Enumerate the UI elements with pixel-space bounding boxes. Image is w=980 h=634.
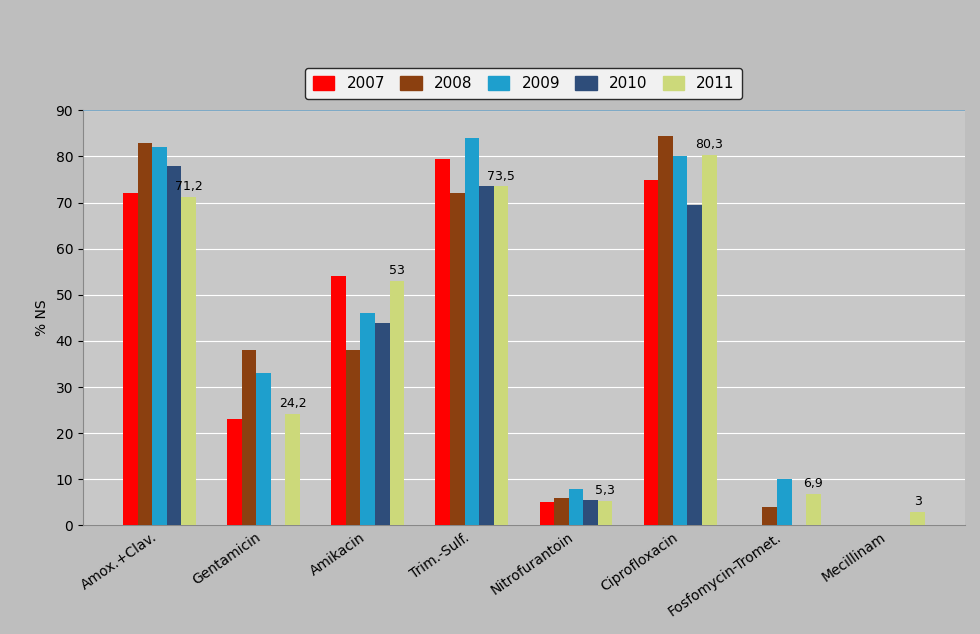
- Text: 71,2: 71,2: [174, 180, 203, 193]
- Bar: [390, 281, 404, 526]
- Bar: [435, 158, 450, 526]
- Bar: [659, 136, 673, 526]
- Bar: [687, 205, 702, 526]
- Bar: [568, 489, 583, 526]
- Text: 6,9: 6,9: [804, 477, 823, 490]
- Bar: [122, 193, 137, 526]
- Bar: [450, 193, 465, 526]
- Text: 24,2: 24,2: [279, 397, 307, 410]
- Text: 5,3: 5,3: [595, 484, 615, 497]
- Text: 53: 53: [389, 264, 405, 277]
- Bar: [479, 186, 494, 526]
- Text: 80,3: 80,3: [696, 138, 723, 152]
- Bar: [257, 373, 270, 526]
- Bar: [494, 186, 509, 526]
- Bar: [285, 414, 300, 526]
- Bar: [777, 479, 792, 526]
- Bar: [598, 501, 612, 526]
- Bar: [346, 350, 361, 526]
- Bar: [807, 494, 821, 526]
- Bar: [152, 147, 167, 526]
- Bar: [361, 313, 375, 526]
- Bar: [554, 498, 568, 526]
- Bar: [762, 507, 777, 526]
- Bar: [910, 512, 925, 526]
- Bar: [242, 350, 257, 526]
- Bar: [465, 138, 479, 526]
- Bar: [227, 419, 242, 526]
- Bar: [583, 500, 598, 526]
- Bar: [375, 323, 390, 526]
- Bar: [167, 165, 181, 526]
- Legend: 2007, 2008, 2009, 2010, 2011: 2007, 2008, 2009, 2010, 2011: [306, 68, 743, 99]
- Bar: [540, 502, 554, 526]
- Text: 73,5: 73,5: [487, 170, 514, 183]
- Y-axis label: % NS: % NS: [34, 300, 49, 336]
- Bar: [181, 197, 196, 526]
- Bar: [702, 155, 716, 526]
- Text: 3: 3: [913, 495, 921, 508]
- Bar: [331, 276, 346, 526]
- Bar: [137, 143, 152, 526]
- Bar: [673, 157, 687, 526]
- Bar: [644, 179, 659, 526]
